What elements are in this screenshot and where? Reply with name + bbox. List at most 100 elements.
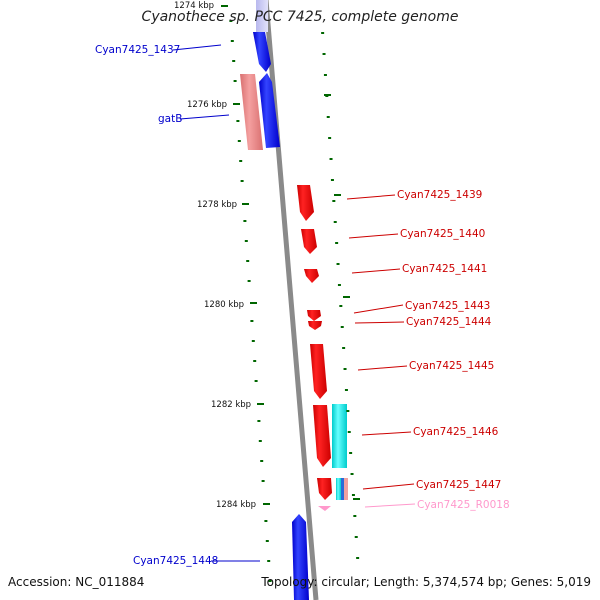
label-leader-line xyxy=(354,321,405,324)
kbp-minor-ticks xyxy=(229,20,360,582)
faint-gene-feature xyxy=(256,0,268,32)
minor-tick xyxy=(230,40,234,42)
major-tick xyxy=(334,194,341,196)
gene-arrow-cyan7425-1440[interactable] xyxy=(301,229,317,254)
minor-tick xyxy=(239,160,243,162)
major-tick xyxy=(263,503,270,505)
minor-tick xyxy=(340,326,344,328)
label-leader-line xyxy=(346,194,396,200)
minor-tick xyxy=(240,180,244,182)
minor-tick xyxy=(251,340,255,342)
gene-label-cyan7425-1439[interactable]: Cyan7425_1439 xyxy=(397,189,482,201)
gene-arrow-cyan7425-1446[interactable] xyxy=(313,405,331,467)
kbp-major-ticks xyxy=(221,5,360,505)
label-leader-line xyxy=(351,268,401,274)
minor-tick xyxy=(333,221,337,223)
minor-tick xyxy=(344,389,348,391)
major-tick xyxy=(221,5,228,7)
minor-tick xyxy=(332,200,336,202)
kbp-label-1282: 1282 kbp xyxy=(211,400,251,410)
minor-tick xyxy=(246,260,250,262)
major-tick xyxy=(353,498,360,500)
minor-tick xyxy=(328,137,332,139)
minor-tick xyxy=(329,158,333,160)
kbp-label-1274: 1274 kbp xyxy=(174,1,214,11)
gene-arrow-cyan7425-1437[interactable] xyxy=(253,32,271,72)
minor-tick xyxy=(347,431,351,433)
minor-tick xyxy=(330,179,334,181)
label-leader-line xyxy=(172,44,222,51)
gene-arrow-cyan7425-1447[interactable] xyxy=(317,478,332,500)
minor-tick xyxy=(247,280,251,282)
label-leader-line xyxy=(362,483,415,490)
minor-tick xyxy=(322,53,326,55)
minor-tick xyxy=(354,536,358,538)
trna-arrow-cyan7425-r0018[interactable] xyxy=(318,506,331,511)
minor-tick xyxy=(233,80,237,82)
major-tick xyxy=(257,403,264,405)
minor-tick xyxy=(336,263,340,265)
minor-tick xyxy=(323,74,327,76)
gene-label-cyan7425-r0018[interactable]: Cyan7425_R0018 xyxy=(417,499,510,511)
minor-tick xyxy=(261,480,265,482)
minor-tick xyxy=(243,220,247,222)
gene-label-leaders xyxy=(172,44,416,562)
minor-tick xyxy=(326,116,330,118)
gene-label-cyan7425-1448[interactable]: Cyan7425_1448 xyxy=(133,555,218,567)
minor-tick xyxy=(268,580,272,582)
gene-label-cyan7425-1447[interactable]: Cyan7425_1447 xyxy=(416,479,501,491)
kbp-label-1278: 1278 kbp xyxy=(197,200,237,210)
gene-arrow-cyan7425-1439[interactable] xyxy=(297,185,314,221)
minor-tick xyxy=(342,347,346,349)
label-leader-line xyxy=(357,365,408,371)
feature-pink-block xyxy=(240,74,263,150)
minor-tick xyxy=(356,557,360,559)
minor-tick xyxy=(254,380,258,382)
kbp-label-1284: 1284 kbp xyxy=(216,500,256,510)
minor-tick xyxy=(229,20,233,22)
map-title: Cyanothece sp. PCC 7425, complete genome xyxy=(141,9,459,25)
minor-tick xyxy=(337,284,341,286)
gene-arrow-cyan7425-1444[interactable] xyxy=(308,321,322,330)
major-tick xyxy=(250,302,257,304)
accession-text: Accession: NC_011884 xyxy=(8,575,145,589)
label-leader-line xyxy=(361,431,412,436)
gene-label-cyan7425-1445[interactable]: Cyan7425_1445 xyxy=(409,360,494,372)
minor-tick xyxy=(350,473,354,475)
label-leader-line xyxy=(353,304,404,314)
gene-arrow-cyan7425-1448[interactable] xyxy=(292,514,309,600)
minor-tick xyxy=(351,494,355,496)
genome-backbone xyxy=(263,0,319,600)
gene-label-gatb[interactable]: gatB xyxy=(158,113,182,125)
major-tick xyxy=(343,296,350,298)
minor-tick xyxy=(346,410,350,412)
minor-tick xyxy=(339,305,343,307)
minor-tick xyxy=(267,560,271,562)
feature-cyan-block xyxy=(332,404,347,468)
minor-tick xyxy=(236,120,240,122)
label-leader-line xyxy=(348,233,399,239)
genome-summary-text: Topology: circular; Length: 5,374,574 bp… xyxy=(261,575,591,589)
gene-arrow-cyan7425-1441[interactable] xyxy=(304,269,319,283)
minor-tick xyxy=(265,540,269,542)
minor-tick xyxy=(349,452,353,454)
label-leader-line xyxy=(364,503,416,508)
gene-label-cyan7425-1446[interactable]: Cyan7425_1446 xyxy=(413,426,499,438)
minor-tick xyxy=(335,242,339,244)
minor-tick xyxy=(258,440,262,442)
kbp-label-1280: 1280 kbp xyxy=(204,300,244,310)
gene-arrow-cyan7425-1443[interactable] xyxy=(307,310,321,321)
minor-tick xyxy=(237,140,241,142)
minor-tick xyxy=(257,420,261,422)
minor-tick xyxy=(353,515,357,517)
gene-label-cyan7425-1443[interactable]: Cyan7425_1443 xyxy=(405,300,490,312)
gene-arrow-gatb[interactable] xyxy=(259,73,280,148)
gene-label-cyan7425-1441[interactable]: Cyan7425_1441 xyxy=(402,263,487,275)
gene-arrow-cyan7425-1445[interactable] xyxy=(310,344,327,399)
gene-label-cyan7425-1444[interactable]: Cyan7425_1444 xyxy=(406,316,492,328)
gene-label-cyan7425-1440[interactable]: Cyan7425_1440 xyxy=(400,228,485,240)
major-tick xyxy=(242,203,249,205)
gene-label-cyan7425-1437[interactable]: Cyan7425_1437 xyxy=(95,44,180,56)
